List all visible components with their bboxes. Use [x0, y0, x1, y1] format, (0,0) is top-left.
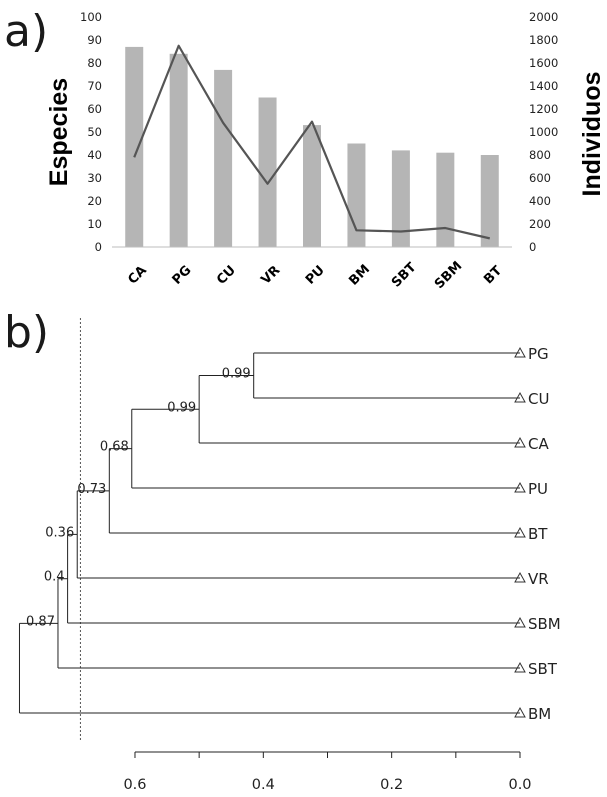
y-tick-left: 80: [87, 56, 102, 70]
y-tick-right: 600: [529, 171, 551, 185]
leaf-marker-icon: [514, 571, 526, 583]
y-tick-right: 1400: [529, 79, 558, 93]
leaf-label: SBT: [528, 660, 558, 678]
y-tick-left: 30: [87, 171, 102, 185]
y-tick-right: 1800: [529, 33, 558, 47]
leaf-label: VR: [528, 570, 549, 588]
dendrogram-branches: [18, 352, 520, 714]
x-tick-category: BT: [481, 263, 505, 287]
bar-sbm: [436, 152, 455, 247]
support-value: 0.87: [26, 614, 55, 629]
support-labels: 0.99 0.99 0.68 0.73 0.36 0.4 0.87: [26, 367, 251, 630]
y-tick-left: 10: [87, 217, 102, 231]
bar-sbt: [391, 150, 410, 247]
y-tick-left: 40: [87, 148, 102, 162]
x-tick-category: CU: [214, 263, 239, 288]
height-tick-label: 0.2: [380, 777, 403, 793]
leaf-marker-icon: [514, 661, 526, 673]
x-tick-category: BM: [346, 262, 373, 289]
y-tick-right: 400: [529, 194, 551, 208]
bar-cu: [214, 69, 233, 248]
y-axis-left-ticks: 0 10 20 30 40 50 60 70 80 90 100: [80, 10, 102, 254]
y-axis-right-title: Individuos: [578, 72, 606, 197]
y-tick-right: 1200: [529, 102, 558, 116]
y-tick-left: 60: [87, 102, 102, 116]
y-tick-right: 1000: [529, 125, 558, 139]
leaf-marker-icon: [514, 436, 526, 448]
x-axis-categories: CA PG CU VR PU BM SBT SBM BT: [125, 259, 505, 292]
leaf-label: CU: [528, 390, 549, 408]
support-value: 0.99: [167, 400, 196, 415]
y-tick-right: 800: [529, 148, 551, 162]
y-tick-right: 1600: [529, 56, 558, 70]
panel-a-label: a): [4, 6, 48, 57]
support-value: 0.68: [100, 440, 129, 455]
bar-vr: [258, 97, 277, 247]
leaf-marker-icon: [514, 481, 526, 493]
y-tick-left: 0: [95, 240, 102, 254]
x-tick-category: PG: [170, 263, 195, 288]
support-value: 0.4: [44, 570, 65, 585]
y-axis-left-title: Especies: [45, 78, 73, 186]
leaf-marker-icon: [514, 526, 526, 538]
leaf-label: BT: [528, 525, 548, 543]
bar-ca: [125, 46, 144, 248]
bar-series: [125, 46, 499, 248]
x-tick-category: PU: [303, 263, 328, 288]
height-tick-label: 0.0: [508, 777, 531, 793]
support-value: 0.36: [45, 525, 74, 540]
y-tick-right: 200: [529, 217, 551, 231]
bar-pu: [303, 125, 321, 247]
dendrogram-leaves: PG CU CA PU BT VR SBM SBT BM: [514, 345, 561, 723]
leaf-marker-icon: [514, 391, 526, 403]
y-tick-left: 20: [87, 194, 102, 208]
leaf-label: PG: [528, 345, 549, 363]
y-tick-left: 50: [87, 125, 102, 139]
x-tick-category: SBM: [432, 259, 465, 292]
support-value: 0.99: [222, 367, 251, 382]
y-axis-right-ticks: 0 200 400 600 800 1000 1200 1400 1600 1800 2000: [529, 10, 558, 254]
panel-b-label: b): [4, 307, 49, 358]
height-tick-label: 0.6: [123, 777, 146, 793]
bar-bt: [480, 155, 499, 247]
y-tick-left: 90: [87, 33, 102, 47]
support-value: 0.73: [77, 482, 106, 497]
height-axis: 0.6 0.4 0.2 0.0: [123, 751, 532, 793]
leaf-label: BM: [528, 705, 551, 723]
leaf-marker-icon: [514, 346, 526, 358]
y-tick-right: 2000: [529, 10, 558, 24]
x-tick-category: CA: [125, 263, 149, 287]
combo-chart: Especies Individuos 0 10 20 30 40 50 60 70 80 90 1…: [45, 10, 606, 292]
leaf-label: SBM: [528, 615, 561, 633]
y-tick-right: 0: [529, 240, 536, 254]
leaf-marker-icon: [514, 706, 526, 718]
y-tick-left: 100: [80, 10, 102, 24]
y-tick-left: 70: [87, 79, 102, 93]
x-tick-category: SBT: [389, 260, 420, 291]
height-tick-label: 0.4: [252, 777, 275, 793]
bar-pg: [169, 53, 188, 247]
leaf-marker-icon: [514, 616, 526, 628]
leaf-label: PU: [528, 480, 548, 498]
dendrogram: PG CU CA PU BT VR SBM SBT BM 0.99 0.99 0.68 0.73 0.3…: [18, 318, 561, 793]
x-tick-category: VR: [259, 263, 284, 288]
individuos-line: [133, 44, 491, 240]
leaf-label: CA: [528, 435, 549, 453]
